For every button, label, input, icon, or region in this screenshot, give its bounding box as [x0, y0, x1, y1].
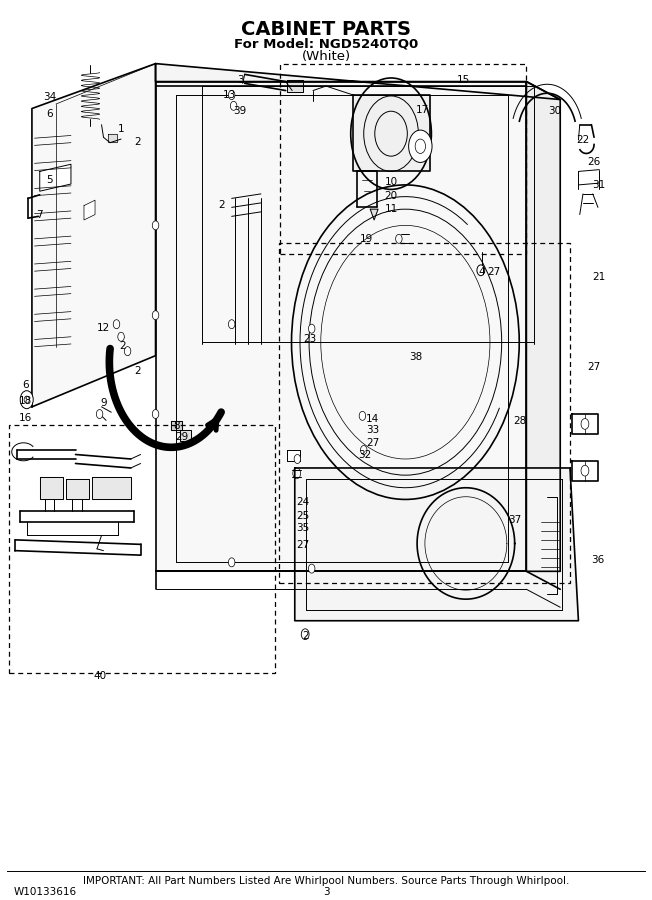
Text: 27: 27	[587, 363, 600, 373]
Text: CABINET PARTS: CABINET PARTS	[241, 20, 411, 39]
Polygon shape	[66, 479, 89, 500]
Circle shape	[359, 411, 366, 420]
Text: 9: 9	[100, 399, 107, 409]
Text: 21: 21	[593, 273, 606, 283]
Text: 24: 24	[297, 497, 310, 507]
Polygon shape	[179, 430, 190, 441]
Circle shape	[308, 324, 315, 333]
Polygon shape	[295, 468, 578, 621]
Circle shape	[308, 564, 315, 573]
Text: 6: 6	[22, 381, 29, 391]
Polygon shape	[353, 95, 430, 171]
Bar	[279, 243, 570, 583]
Polygon shape	[572, 461, 598, 481]
Text: 12: 12	[97, 323, 110, 333]
Circle shape	[113, 320, 120, 328]
Text: 30: 30	[548, 106, 561, 116]
Text: 40: 40	[93, 671, 106, 681]
Text: 3: 3	[323, 887, 329, 897]
Text: 25: 25	[297, 510, 310, 520]
Circle shape	[125, 346, 131, 356]
Circle shape	[153, 410, 159, 418]
Text: 6: 6	[46, 109, 53, 119]
Text: 23: 23	[303, 335, 316, 345]
Text: 2: 2	[134, 366, 141, 376]
Text: 2: 2	[218, 200, 225, 210]
Text: 33: 33	[366, 425, 379, 436]
Text: 34: 34	[43, 92, 56, 102]
Text: 15: 15	[457, 75, 471, 85]
Text: 27: 27	[487, 267, 501, 277]
Text: 13: 13	[223, 90, 236, 100]
Circle shape	[228, 91, 235, 100]
Text: 4: 4	[479, 267, 486, 277]
Text: 1: 1	[118, 124, 125, 134]
Circle shape	[228, 558, 235, 567]
Text: For Model: NGD5240TQ0: For Model: NGD5240TQ0	[234, 37, 418, 50]
Circle shape	[361, 446, 367, 454]
Text: 5: 5	[46, 176, 53, 185]
Polygon shape	[156, 82, 526, 572]
Text: 28: 28	[513, 416, 527, 427]
Text: IMPORTANT: All Part Numbers Listed Are Whirlpool Numbers. Source Parts Through W: IMPORTANT: All Part Numbers Listed Are W…	[83, 877, 569, 886]
Text: 8: 8	[173, 420, 180, 431]
Text: 2: 2	[134, 137, 141, 147]
Text: 2: 2	[302, 631, 308, 641]
Text: 14: 14	[366, 413, 379, 424]
Polygon shape	[526, 82, 560, 572]
Circle shape	[118, 332, 125, 341]
Circle shape	[409, 130, 432, 162]
Text: 20: 20	[385, 191, 398, 201]
Text: 27: 27	[366, 437, 379, 448]
Polygon shape	[572, 414, 598, 434]
Polygon shape	[32, 64, 156, 407]
Text: 27: 27	[297, 540, 310, 550]
Polygon shape	[156, 64, 560, 100]
Text: 7: 7	[37, 210, 43, 220]
Polygon shape	[287, 80, 303, 93]
Polygon shape	[40, 477, 63, 500]
Text: 32: 32	[359, 450, 372, 461]
Polygon shape	[108, 134, 117, 142]
Circle shape	[228, 320, 235, 328]
Polygon shape	[370, 209, 378, 220]
Text: 11: 11	[385, 204, 398, 214]
Polygon shape	[84, 200, 95, 220]
Text: (White): (White)	[301, 50, 351, 63]
Text: 2: 2	[120, 341, 126, 351]
Text: 19: 19	[360, 234, 373, 244]
Text: 22: 22	[576, 135, 589, 145]
Polygon shape	[171, 421, 181, 430]
Circle shape	[301, 629, 309, 640]
Text: 38: 38	[409, 353, 422, 363]
Text: 16: 16	[19, 412, 32, 423]
Circle shape	[96, 410, 103, 418]
Polygon shape	[287, 450, 300, 461]
Text: 3: 3	[237, 75, 243, 85]
Circle shape	[153, 310, 159, 320]
Polygon shape	[40, 164, 71, 191]
Bar	[8, 425, 275, 673]
Text: 35: 35	[297, 523, 310, 533]
Circle shape	[477, 265, 484, 275]
Text: 10: 10	[385, 177, 398, 187]
Polygon shape	[92, 477, 131, 500]
Text: W10133616: W10133616	[14, 887, 77, 897]
Text: 29: 29	[175, 432, 188, 443]
Circle shape	[294, 454, 301, 464]
Bar	[280, 64, 526, 254]
Circle shape	[20, 391, 33, 409]
Circle shape	[230, 102, 237, 111]
Text: 36: 36	[591, 554, 604, 564]
Text: 39: 39	[233, 106, 246, 116]
Circle shape	[581, 465, 589, 476]
Text: 18: 18	[19, 397, 32, 407]
Text: 37: 37	[508, 515, 522, 525]
Text: 31: 31	[593, 180, 606, 190]
Text: 17: 17	[416, 105, 429, 115]
Text: 26: 26	[587, 158, 600, 167]
Circle shape	[153, 220, 159, 230]
Circle shape	[581, 418, 589, 429]
